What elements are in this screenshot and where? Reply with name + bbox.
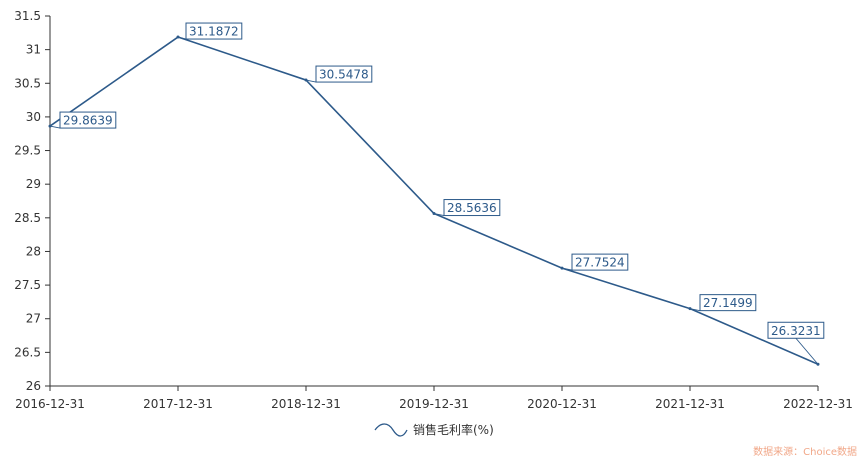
series-line <box>49 36 819 365</box>
y-tick-label: 28.5 <box>14 211 41 225</box>
legend[interactable]: 销售毛利率(%) <box>374 422 494 437</box>
y-tick-label: 31.5 <box>14 9 41 23</box>
label-leader-line <box>795 337 819 365</box>
label-box <box>699 294 757 312</box>
x-tick-label: 2016-12-31 <box>15 397 85 411</box>
label-leader-line <box>561 267 573 271</box>
series-layer <box>48 35 820 366</box>
y-tick-label: 28 <box>26 244 41 258</box>
data-label: 29.8639 <box>63 114 113 128</box>
label-box <box>59 111 117 129</box>
label-leader-line <box>177 36 187 40</box>
label-leader-line <box>305 79 317 83</box>
x-tick-label: 2019-12-31 <box>399 397 469 411</box>
y-axis: 26 26.5 27 27.5 28 28.5 29 29.5 30 30.5 31 31.5 <box>14 9 51 393</box>
y-tick-label: 27 <box>26 312 41 326</box>
y-tick-label: 29 <box>26 177 41 191</box>
x-tick-label: 2020-12-31 <box>527 397 597 411</box>
x-tick-label: 2017-12-31 <box>143 397 213 411</box>
data-label: 27.7524 <box>575 256 625 270</box>
label-box <box>767 321 825 339</box>
y-tick-label: 27.5 <box>14 278 41 292</box>
data-label: 27.1499 <box>703 296 753 310</box>
label-box <box>315 65 373 83</box>
data-label: 30.5478 <box>319 68 369 82</box>
label-leader-line <box>689 308 701 312</box>
x-tick-label: 2022-12-31 <box>783 397 853 411</box>
legend-label: 销售毛利率(%) <box>413 422 494 437</box>
y-tick-label: 30 <box>26 110 41 124</box>
y-tick-label: 26.5 <box>14 345 41 359</box>
label-leader-line <box>433 213 445 216</box>
data-label: 26.3231 <box>771 324 821 338</box>
label-leader-line <box>49 125 61 129</box>
data-label: 28.5636 <box>447 201 497 215</box>
label-box <box>443 199 501 217</box>
y-tick-label: 26 <box>26 379 41 393</box>
legend-line-icon <box>374 423 408 437</box>
y-tick-label: 29.5 <box>14 144 41 158</box>
x-tick-label: 2018-12-31 <box>271 397 341 411</box>
x-axis: 2016-12-31 2017-12-31 2018-12-31 2019-12-31… <box>15 385 853 411</box>
data-labels: 29.8639 31.1872 30.5478 28.5636 27.7524 27.14… <box>49 22 825 365</box>
y-tick-label: 30.5 <box>14 76 41 90</box>
source-note: 数据来源：Choice数据 <box>753 447 857 458</box>
label-box <box>571 253 629 271</box>
data-label: 31.1872 <box>189 25 239 39</box>
label-box <box>185 22 243 40</box>
y-tick-label: 31 <box>26 43 41 57</box>
x-tick-label: 2021-12-31 <box>655 397 725 411</box>
